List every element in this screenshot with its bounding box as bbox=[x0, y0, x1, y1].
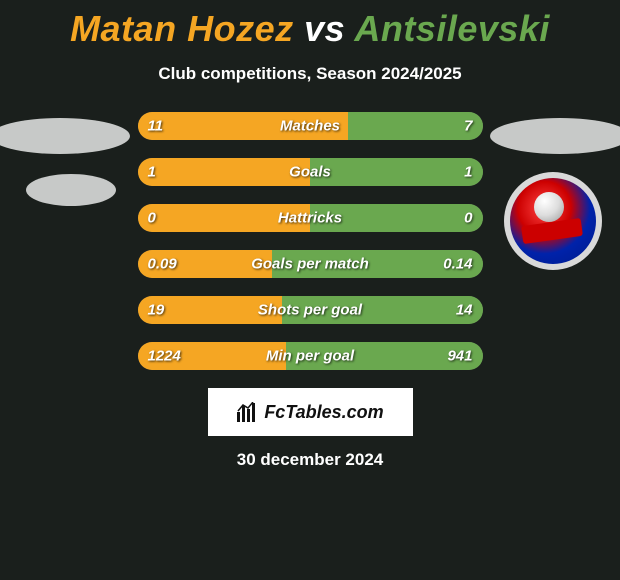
stat-row: Shots per goal 19 14 bbox=[138, 296, 483, 324]
season-subtitle: Club competitions, Season 2024/2025 bbox=[0, 64, 620, 84]
stat-value-right: 1 bbox=[464, 164, 472, 181]
stat-row: Goals 1 1 bbox=[138, 158, 483, 186]
player1-name: Matan Hozez bbox=[70, 8, 294, 49]
footer-date: 30 december 2024 bbox=[0, 450, 620, 470]
stat-value-left: 19 bbox=[148, 302, 165, 319]
stat-value-left: 0 bbox=[148, 210, 156, 227]
vs-text: vs bbox=[304, 8, 345, 49]
stat-value-right: 7 bbox=[464, 118, 472, 135]
brand-bars-icon bbox=[236, 402, 258, 422]
stat-row: Goals per match 0.09 0.14 bbox=[138, 250, 483, 278]
stat-fill-left bbox=[138, 158, 311, 186]
stats-container: Matches117Goals11Hattricks00Goals per ma… bbox=[138, 112, 483, 370]
stat-row: Hattricks 0 0 bbox=[138, 204, 483, 232]
stat-value-right: 941 bbox=[447, 348, 472, 365]
stat-label: Hattricks bbox=[278, 210, 342, 227]
stat-row: Matches 11 7 bbox=[138, 112, 483, 140]
stat-fill-right bbox=[310, 158, 483, 186]
stat-label: Shots per goal bbox=[258, 302, 362, 319]
brand-text: FcTables.com bbox=[264, 402, 383, 423]
stat-label: Goals bbox=[289, 164, 331, 181]
player2-name: Antsilevski bbox=[354, 8, 550, 49]
stat-value-left: 1 bbox=[148, 164, 156, 181]
stat-label: Goals per match bbox=[251, 256, 369, 273]
stat-value-right: 0.14 bbox=[443, 256, 472, 273]
stat-row: Min per goal 1224 941 bbox=[138, 342, 483, 370]
stat-fill-right bbox=[348, 112, 483, 140]
stat-value-left: 11 bbox=[148, 118, 164, 135]
comparison-title: Matan Hozez vs Antsilevski bbox=[0, 0, 620, 50]
decor-ellipse-right-1 bbox=[490, 118, 620, 154]
stat-value-left: 0.09 bbox=[148, 256, 177, 273]
stat-label: Min per goal bbox=[266, 348, 354, 365]
brand-box: FcTables.com bbox=[208, 388, 413, 436]
team-badge bbox=[504, 172, 602, 270]
stat-value-left: 1224 bbox=[148, 348, 181, 365]
stat-label: Matches bbox=[280, 118, 340, 135]
stat-value-right: 0 bbox=[464, 210, 472, 227]
decor-ellipse-left-1 bbox=[0, 118, 130, 154]
stat-value-right: 14 bbox=[456, 302, 473, 319]
decor-ellipse-left-2 bbox=[26, 174, 116, 206]
